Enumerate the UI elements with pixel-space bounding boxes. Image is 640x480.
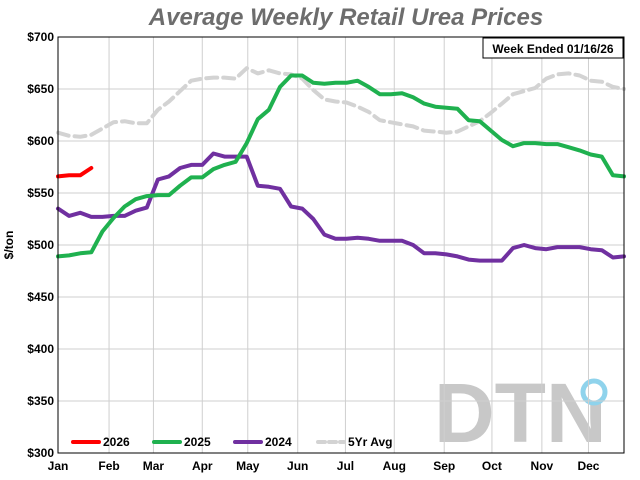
x-tick-label: Nov bbox=[531, 459, 554, 473]
x-tick-label: Feb bbox=[98, 459, 119, 473]
x-tick-label: Dec bbox=[577, 459, 599, 473]
x-tick-label: Sep bbox=[433, 459, 455, 473]
series-line-2026 bbox=[56, 166, 94, 179]
legend-label: 2026 bbox=[103, 435, 130, 449]
x-tick-label: May bbox=[236, 459, 260, 473]
x-tick-label: Oct bbox=[482, 459, 502, 473]
x-tick-label: Mar bbox=[143, 459, 165, 473]
y-tick-label: $450 bbox=[27, 290, 54, 304]
week-ended-label: Week Ended 01/16/26 bbox=[492, 42, 614, 56]
plot-frame bbox=[57, 36, 625, 454]
x-tick-label: Jun bbox=[287, 459, 308, 473]
y-tick-label: $300 bbox=[27, 446, 54, 460]
week-ended-box: Week Ended 01/16/26 bbox=[482, 37, 624, 59]
y-tick-label: $700 bbox=[27, 30, 54, 44]
y-tick-label: $350 bbox=[27, 394, 54, 408]
legend-label: 2025 bbox=[184, 435, 211, 449]
legend-label: 5Yr Avg bbox=[348, 435, 392, 449]
y-axis-label: $/ton bbox=[2, 231, 16, 260]
x-tick-label: Apr bbox=[192, 459, 213, 473]
y-tick-label: $400 bbox=[27, 342, 54, 356]
chart-title: Average Weekly Retail Urea Prices bbox=[148, 4, 543, 31]
y-tick-label: $500 bbox=[27, 238, 54, 252]
y-axis-ticks: $300 $350 $400 $450 $500 $550 $600 $650 $700 bbox=[27, 30, 54, 460]
legend-label: 2024 bbox=[265, 435, 292, 449]
x-axis-ticks: Jan Feb Mar Apr May Jun Jul Aug Sep Oct Nov Dec bbox=[48, 459, 600, 473]
x-tick-label: Aug bbox=[383, 459, 406, 473]
dtn-logo-text: DTN bbox=[434, 366, 607, 460]
y-tick-label: $600 bbox=[27, 134, 54, 148]
series-line-5yr-avg bbox=[56, 66, 626, 139]
series-line-2025 bbox=[56, 73, 626, 259]
x-tick-label: Jul bbox=[337, 459, 354, 473]
y-tick-label: $550 bbox=[27, 186, 54, 200]
series-line-2024 bbox=[56, 151, 626, 263]
series-lines bbox=[56, 66, 626, 263]
week-ended-box-frame bbox=[482, 37, 624, 59]
dtn-logo: DTN bbox=[434, 366, 608, 460]
legend: 2026 2025 2024 5Yr Avg bbox=[71, 435, 392, 449]
x-tick-label: Jan bbox=[48, 459, 69, 473]
dtn-logo-dot bbox=[580, 378, 608, 406]
y-tick-label: $650 bbox=[27, 82, 54, 96]
